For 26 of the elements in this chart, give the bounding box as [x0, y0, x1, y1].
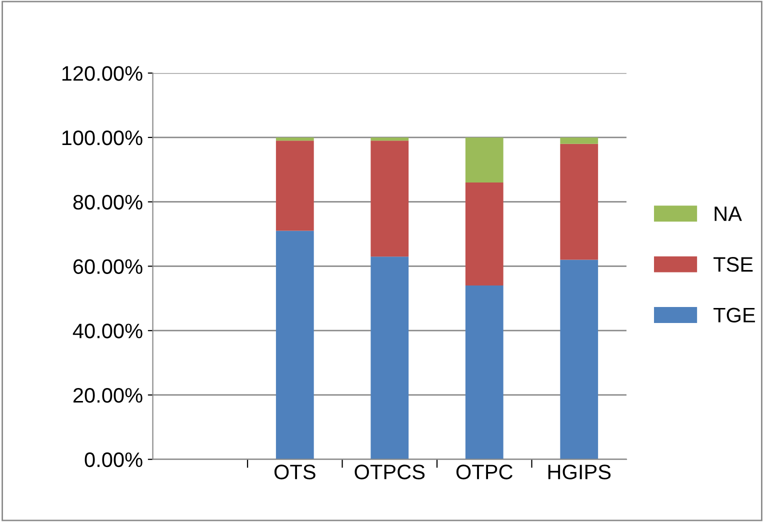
- y-tick-label: 100.00%: [62, 130, 142, 146]
- y-tick-label: 20.00%: [73, 388, 142, 403]
- bar: [465, 182, 504, 286]
- bar: [276, 140, 314, 231]
- x-tick-label: OTS: [274, 464, 316, 480]
- bar: [276, 137, 314, 141]
- x-tick-label: OTPCS: [354, 464, 425, 480]
- bar: [560, 144, 598, 260]
- bar: [465, 137, 504, 183]
- y-tick-label: 80.00%: [73, 194, 142, 210]
- bar: [465, 286, 504, 460]
- y-tick-label: 0.00%: [84, 452, 142, 468]
- x-tick-label: HGIPS: [548, 464, 611, 480]
- legend-label: NA: [714, 206, 742, 221]
- bar: [370, 140, 409, 257]
- y-tick-label: 60.00%: [73, 259, 142, 274]
- bar: [370, 256, 409, 460]
- y-tick-label: 40.00%: [72, 324, 142, 338]
- bar: [560, 260, 598, 460]
- y-tick-label: 120.00%: [62, 66, 142, 81]
- x-tick-label: OTPC: [456, 464, 513, 480]
- legend-label: TGE: [714, 308, 755, 322]
- legend-label: TSE: [714, 257, 753, 272]
- bar: [560, 137, 598, 144]
- bar: [276, 230, 314, 460]
- bar: [370, 137, 409, 141]
